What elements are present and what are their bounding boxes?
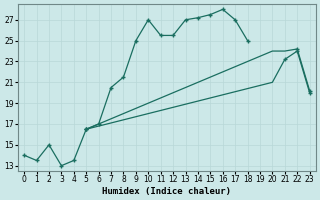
X-axis label: Humidex (Indice chaleur): Humidex (Indice chaleur) [102, 187, 231, 196]
